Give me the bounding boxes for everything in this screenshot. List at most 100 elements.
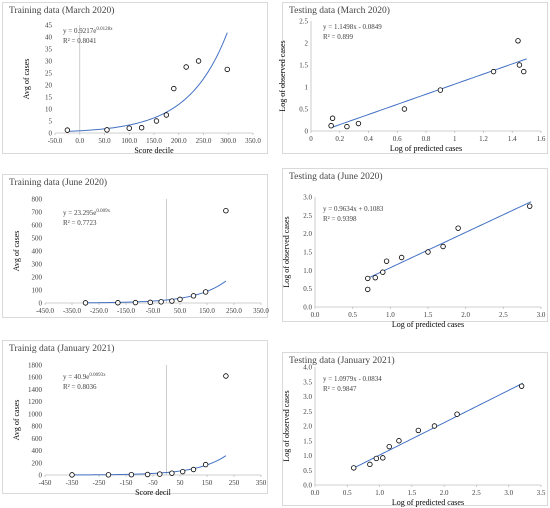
y-tick-label: 2.0 (303, 423, 312, 431)
trendline (71, 455, 227, 476)
chart-title: Training data (June 2020) (9, 177, 107, 188)
y-tick-label: 1600 (28, 374, 43, 382)
x-tick-label: 1.5 (424, 311, 433, 319)
chart-3: Training data (June 2020) 0 100 200 300 400 50… (9, 177, 269, 315)
data-point (380, 455, 386, 461)
y-tick-label: 1.0 (303, 452, 312, 460)
x-tick-label: 1.4 (508, 135, 517, 143)
y-tick-label: 10 (45, 106, 53, 114)
y-axis-label: Log of observed cases (282, 390, 291, 461)
y-tick-label: 100 (32, 287, 43, 295)
data-point (415, 427, 422, 434)
data-point (425, 249, 431, 255)
y-tick-label: 600 (32, 435, 43, 443)
x-tick-label: -450 (39, 479, 52, 487)
data-point (223, 373, 229, 379)
y-tick-label: 1400 (28, 386, 43, 394)
x-tick-label: -50.0 (48, 137, 63, 145)
x-axis-label: Log of predicted cases (392, 498, 464, 507)
data-point (104, 127, 110, 133)
data-point (138, 125, 145, 131)
data-point (169, 470, 175, 476)
data-point (179, 468, 186, 475)
data-point (344, 123, 350, 130)
x-axis-label: Score decile (134, 146, 174, 155)
trendline-equation: y = 0.9634x + 0.1083 (323, 205, 384, 213)
y-tick-label: 2.5 (303, 408, 312, 416)
x-tick-label: 250.0 (226, 307, 242, 315)
equation-exponent: 0.0093x (89, 373, 106, 378)
data-point (380, 269, 386, 275)
x-tick-label: 1 (453, 135, 457, 143)
trendline-equation: y = 23.295e0.009x (63, 209, 111, 217)
data-point (373, 455, 380, 462)
y-tick-label: 35 (45, 46, 53, 54)
chart-panel-3: Training data (June 2020) 0 100 200 300 400 50… (2, 174, 269, 318)
x-tick-label: 100.0 (121, 137, 137, 145)
data-point (147, 299, 153, 306)
x-tick-label: 0.0 (311, 311, 320, 319)
x-tick-label: 3.0 (537, 311, 546, 319)
y-tick-label: 1800 (28, 362, 43, 370)
x-tick-label: 1.2 (479, 135, 488, 143)
equation-main: y = 0.9217e (63, 27, 96, 35)
x-tick-label: 350 (256, 479, 267, 487)
x-tick-label: 0.5 (343, 489, 352, 497)
x-tick-label: 200.0 (171, 137, 187, 145)
x-tick-label: 150.0 (146, 137, 162, 145)
data-point (396, 438, 402, 444)
equation-main: y = 40.9e (63, 373, 89, 381)
data-point (132, 299, 139, 306)
data-point (171, 85, 177, 92)
data-point (158, 299, 164, 305)
x-tick-label: 0.0 (75, 137, 84, 145)
x-axis-label: Log of predicted cases (392, 320, 464, 329)
y-tick-label: 1 (305, 84, 309, 92)
data-point (144, 471, 151, 478)
equation-main: y = 1.0979x - 0.0834 (323, 375, 382, 383)
data-point (202, 461, 209, 468)
y-tick-label: 2 (305, 40, 309, 48)
y-tick-label: 400 (32, 447, 43, 455)
y-tick-label: 0 (39, 300, 43, 308)
x-tick-label: -250 (93, 479, 106, 487)
chart-title: Testing data (March 2020) (289, 5, 390, 16)
y-tick-label: 300 (32, 261, 43, 269)
data-point (183, 64, 189, 70)
x-tick-label: 2.5 (472, 489, 481, 497)
x-tick-label: 3.0 (504, 489, 513, 497)
y-tick-label: 600 (32, 222, 43, 230)
data-point (190, 466, 197, 473)
chart-title: Testing data (January 2021) (289, 355, 395, 366)
chart-title: Trainig data (January 2021) (9, 343, 114, 354)
data-point (383, 258, 390, 264)
x-tick-label: -350.0 (63, 307, 82, 315)
data-point (365, 286, 371, 293)
data-point (521, 68, 527, 75)
y-tick-label: 0 (39, 472, 43, 480)
x-tick-label: 50.0 (98, 137, 111, 145)
y-tick-label: 5 (49, 118, 53, 126)
data-point (82, 300, 89, 306)
y-tick-label: 3.0 (303, 393, 312, 401)
x-tick-label: 1.0 (375, 489, 384, 497)
data-point (177, 296, 183, 303)
y-tick-label: 2.5 (303, 212, 312, 220)
data-point (454, 411, 460, 417)
data-point (367, 461, 373, 468)
x-tick-label: 0.0 (311, 489, 320, 497)
y-tick-label: 800 (32, 196, 43, 204)
x-tick-label: 3.5 (537, 489, 546, 497)
chart-panel-6: Testing data (January 2021) 0.0 0.5 1.0 1.5 2… (282, 352, 548, 507)
x-tick-label: -350 (66, 479, 79, 487)
r-squared: R² = 0.8036 (63, 383, 97, 391)
trendline (353, 382, 524, 469)
data-point (518, 383, 525, 389)
r-squared: R² = 0.9398 (323, 215, 357, 223)
x-tick-label: 300.0 (220, 137, 236, 145)
data-point (69, 472, 75, 478)
y-tick-label: 200 (32, 459, 43, 467)
data-point (195, 58, 202, 64)
x-tick-label: 350.0 (253, 307, 269, 315)
data-point (386, 443, 392, 450)
